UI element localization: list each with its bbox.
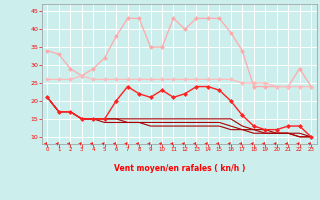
X-axis label: Vent moyen/en rafales ( kn/h ): Vent moyen/en rafales ( kn/h ) xyxy=(114,164,245,173)
